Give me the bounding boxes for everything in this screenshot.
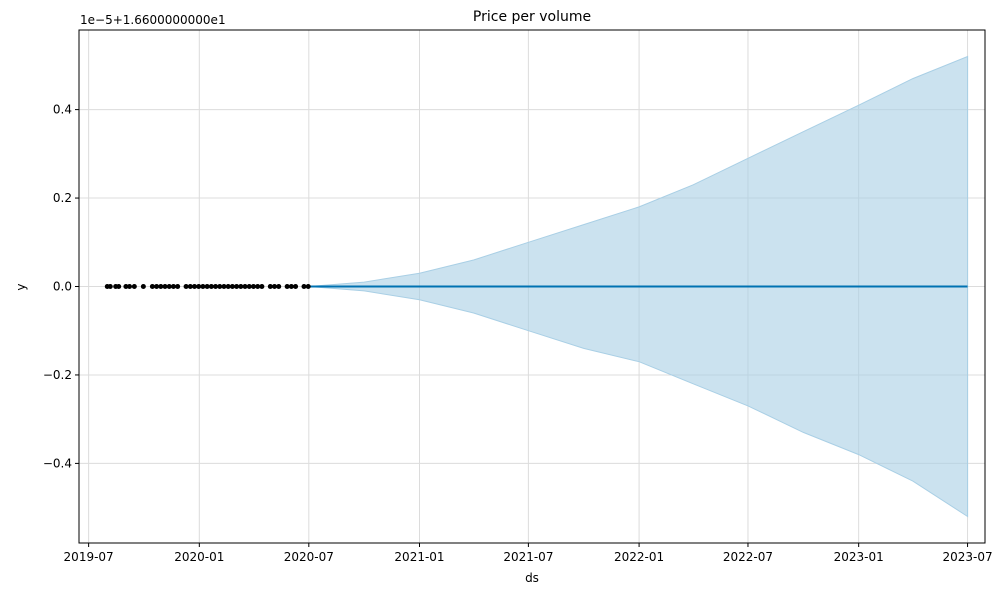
observed-point-28 [238,284,244,289]
observed-point-17 [192,284,198,289]
observed-point-13 [170,284,176,289]
observed-point-37 [284,284,290,289]
x-axis-label: ds [525,571,539,585]
observed-point-41 [305,284,311,289]
observed-point-30 [246,284,252,289]
observed-point-11 [162,284,168,289]
observed-point-6 [131,284,137,289]
observed-point-19 [200,284,206,289]
observed-point-20 [204,284,210,289]
observed-point-16 [187,284,193,289]
observed-point-12 [166,284,172,289]
observed-point-38 [288,284,294,289]
y-tick-label-3: 0.2 [53,191,72,205]
observed-point-26 [229,284,235,289]
observed-point-22 [213,284,219,289]
observed-point-14 [175,284,181,289]
observed-point-10 [158,284,164,289]
observed-point-32 [255,284,261,289]
y-tick-label-4: 0.4 [53,103,72,117]
observed-point-31 [250,284,256,289]
x-tick-label-4: 2021-07 [503,550,553,564]
observed-point-7 [140,284,146,289]
y-tick-label-1: −0.2 [43,368,72,382]
x-tick-label-2: 2020-07 [284,550,334,564]
y-tick-label-2: 0.0 [53,280,72,294]
observed-point-35 [272,284,278,289]
observed-point-1 [107,284,113,289]
chart-title: Price per volume [473,9,591,25]
observed-point-27 [234,284,240,289]
observed-point-5 [127,284,133,289]
observed-points [104,284,311,289]
observed-point-21 [208,284,214,289]
observed-point-15 [183,284,189,289]
x-tick-label-8: 2023-07 [942,550,992,564]
observed-point-36 [276,284,282,289]
observed-point-3 [116,284,122,289]
observed-point-9 [154,284,160,289]
x-tick-label-3: 2021-01 [394,550,444,564]
observed-point-4 [123,284,129,289]
y-axis: −0.4 −0.2 0.0 0.2 0.4 [43,103,79,470]
x-tick-label-0: 2019-07 [64,550,114,564]
observed-point-8 [149,284,155,289]
y-offset-text: 1e−5+1.6600000000e1 [80,13,226,27]
observed-point-24 [221,284,227,289]
observed-point-25 [225,284,231,289]
observed-point-18 [196,284,202,289]
observed-point-39 [293,284,299,289]
observed-point-34 [267,284,273,289]
x-tick-label-7: 2023-01 [834,550,884,564]
x-axis: 2019-07 2020-01 2020-07 2021-01 2021-07 2022-… [64,543,993,564]
x-tick-label-1: 2020-01 [174,550,224,564]
y-tick-label-0: −0.4 [43,456,72,470]
x-tick-label-6: 2022-07 [723,550,773,564]
observed-point-33 [259,284,265,289]
observed-point-40 [301,284,307,289]
observed-point-23 [217,284,223,289]
x-tick-label-5: 2022-01 [614,550,664,564]
y-axis-label: y [14,283,28,290]
observed-point-29 [242,284,248,289]
